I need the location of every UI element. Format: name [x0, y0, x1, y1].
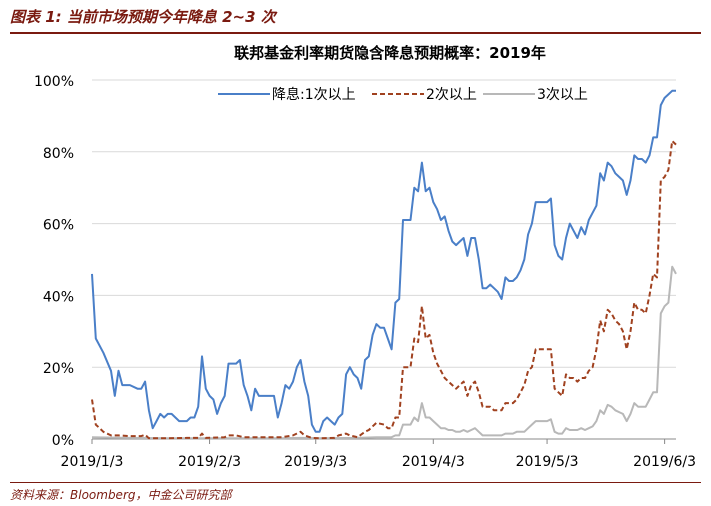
legend-label: 3次以上 [537, 87, 588, 103]
y-axis: 0% 20% 40% 60% 80% 100% [34, 74, 74, 449]
x-tick-label: 2019/2/3 [178, 454, 241, 470]
series-layer [91, 89, 677, 440]
source-rule [10, 482, 701, 483]
y-tick-label: 80% [43, 146, 74, 162]
series-line [91, 265, 677, 440]
chart-title: 联邦基金利率期货隐含降息预期概率：2019年 [234, 44, 546, 62]
x-tick-label: 2019/1/3 [61, 454, 124, 470]
figure-title: 图表 1: 当前市场预期今年降息 2~3 次 [10, 8, 276, 26]
y-tick-label: 0% [52, 433, 74, 449]
series-line [91, 89, 676, 433]
legend-label: 2次以上 [426, 87, 477, 103]
y-tick-label: 20% [43, 361, 74, 377]
x-tick-label: 2019/6/3 [633, 454, 696, 470]
y-tick-label: 60% [43, 218, 74, 234]
y-tick-label: 100% [34, 74, 74, 90]
x-tick-label: 2019/4/3 [402, 454, 465, 470]
gridlines [92, 79, 676, 368]
x-tick-label: 2019/5/3 [516, 454, 579, 470]
line-chart: 联邦基金利率期货隐含降息预期概率：2019年 0% 20% 40% 60% 80% 100… [34, 44, 696, 470]
x-axis: 2019/1/3 2019/2/3 2019/3/3 2019/4/3 2019/5/3… [61, 438, 696, 470]
legend-label: 降息:1次以上 [272, 86, 356, 103]
legend: 降息:1次以上 2次以上 3次以上 [218, 86, 588, 103]
y-tick-label: 40% [43, 289, 74, 305]
series-line [91, 140, 677, 440]
x-tick-label: 2019/3/3 [284, 454, 347, 470]
title-rule [10, 32, 701, 34]
source-note: 资料来源：Bloomberg，中金公司研究部 [10, 488, 232, 502]
